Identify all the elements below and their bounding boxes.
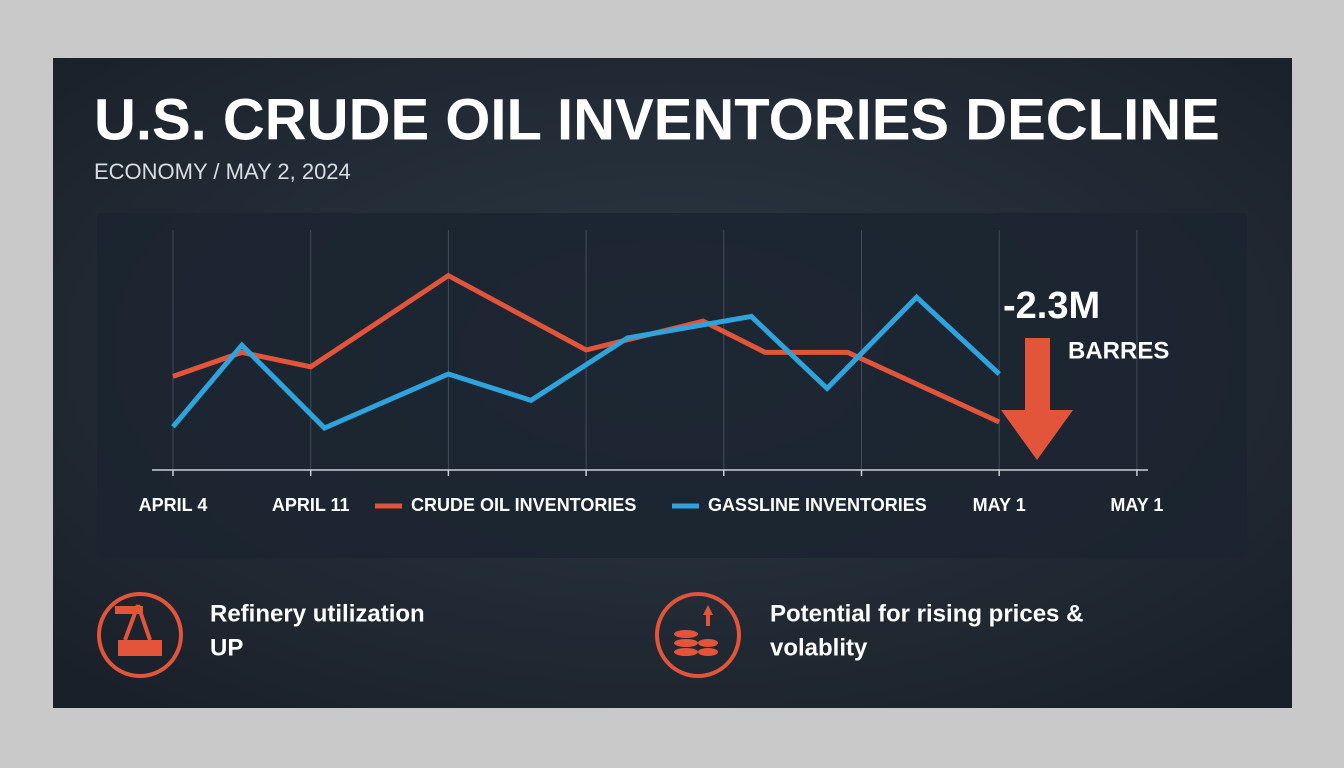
chart-panel	[97, 213, 1247, 558]
series-line	[171, 293, 1001, 431]
x-tick-label: MAY 1	[1110, 495, 1163, 515]
annotation-unit: BARRES	[1068, 337, 1169, 364]
icon-prices	[655, 592, 741, 678]
x-tick-label: MAY 1	[973, 495, 1026, 515]
annotation: -2.3M BARRES	[1001, 285, 1169, 460]
subtitle: ECONOMY / MAY 2, 2024	[94, 159, 351, 184]
legend-label: CRUDE OIL INVENTORIES	[411, 495, 636, 515]
annotation-value: -2.3M	[1003, 285, 1100, 327]
title: U.S. CRUDE OIL INVENTORIES DECLINE	[94, 87, 1220, 152]
down-arrow	[1001, 338, 1073, 460]
highlight-text: Potential for rising prices &	[770, 600, 1083, 627]
highlight-text: volablity	[770, 634, 868, 661]
highlight-text: Refinery utilization	[210, 600, 425, 627]
icon-refinery	[97, 592, 183, 678]
x-tick-label: APRIL 4	[139, 495, 208, 515]
series-line	[172, 272, 1001, 425]
highlight-text: UP	[210, 634, 243, 661]
legend-label: GASSLINE INVENTORIES	[708, 495, 927, 515]
x-tick-label: APRIL 11	[272, 495, 350, 515]
